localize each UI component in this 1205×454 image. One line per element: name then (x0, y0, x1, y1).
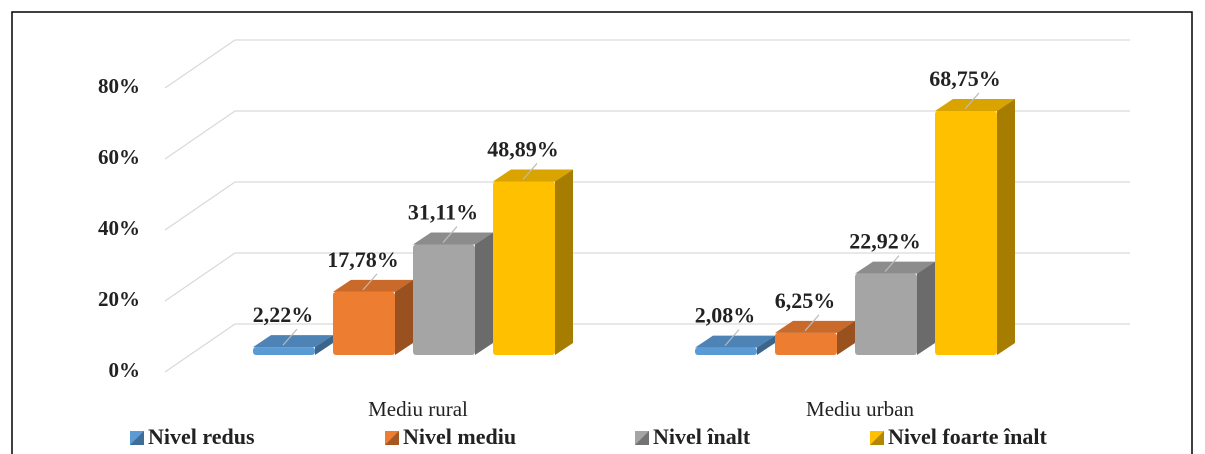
legend-label: Nivel înalt (653, 424, 751, 449)
bar (855, 273, 917, 355)
data-label: 2,08% (695, 303, 756, 328)
bar (695, 347, 757, 355)
label-leader (724, 329, 740, 347)
label-leader (282, 328, 298, 346)
bar-side (475, 232, 493, 355)
legend-label: Nivel redus (148, 424, 255, 449)
legend-swatch-shade (870, 431, 884, 445)
bar-top (775, 320, 855, 333)
data-label: 2,22% (253, 302, 314, 327)
data-label: 22,92% (849, 229, 921, 254)
grid-line (164, 252, 1130, 302)
grid-line (164, 39, 1130, 89)
label-leader (884, 255, 900, 273)
bar (413, 244, 475, 355)
bar-top (695, 335, 775, 348)
y-tick-label: 20% (98, 287, 140, 311)
bar-side (997, 98, 1015, 355)
data-label: 6,25% (775, 288, 836, 313)
bar-side (395, 279, 413, 355)
legend-label: Nivel foarte înalt (888, 424, 1048, 449)
y-tick-label: 40% (98, 216, 140, 240)
data-label: 31,11% (408, 200, 478, 225)
bar-top (493, 169, 573, 182)
bar-side (917, 261, 935, 355)
bar-top (935, 98, 1015, 111)
bar-side (837, 320, 855, 355)
y-tick-label: 60% (98, 145, 140, 169)
label-leader (804, 314, 820, 332)
bar-top (855, 261, 935, 274)
bar-side (315, 335, 333, 355)
legend-swatch-shade (385, 431, 399, 445)
chart-border (11, 11, 1193, 454)
x-tick-label: Mediu rural (368, 397, 468, 421)
bar (775, 332, 837, 355)
legend-swatch-shade (130, 431, 144, 445)
bar-top (413, 232, 493, 245)
y-tick-label: 80% (98, 74, 140, 98)
y-tick-label: 0% (109, 358, 141, 382)
x-tick-label: Mediu urban (806, 397, 914, 421)
bar-side (757, 335, 775, 355)
data-label: 48,89% (487, 136, 559, 161)
bar (935, 110, 997, 355)
bar (493, 181, 555, 355)
bar-side (555, 169, 573, 355)
label-leader (362, 273, 378, 291)
bar (333, 291, 395, 355)
grid-line (164, 110, 1130, 160)
bar (253, 347, 315, 355)
bar-top (333, 279, 413, 292)
legend-swatch-shade (635, 431, 649, 445)
grid-line (164, 181, 1130, 231)
label-leader (442, 226, 458, 243)
label-leader (964, 92, 980, 110)
label-leader (522, 163, 538, 180)
bar-top (253, 335, 333, 348)
data-label: 17,78% (327, 247, 399, 272)
legend-label: Nivel mediu (403, 424, 516, 449)
data-label: 68,75% (929, 66, 1001, 91)
